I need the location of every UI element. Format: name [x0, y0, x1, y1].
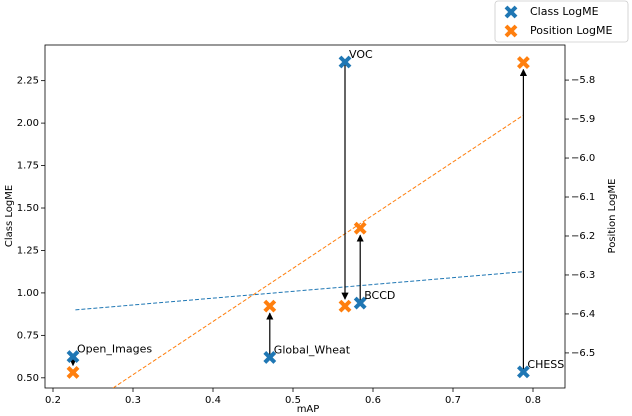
legend-box — [494, 0, 629, 43]
y2-axis-label: Position LogME — [607, 179, 618, 254]
x-tick-label: 0.6 — [365, 395, 381, 406]
annotation: BCCD — [364, 289, 395, 302]
y-tick-label: 1.00 — [17, 288, 39, 299]
point — [338, 55, 352, 69]
y2-tick-label: −5.9 — [571, 114, 595, 125]
annotation: CHESS — [527, 358, 564, 371]
y2-tick-label: −6.0 — [571, 153, 595, 164]
annotation: Global_Wheat — [274, 343, 351, 356]
y-tick-label: 1.75 — [17, 161, 39, 172]
y2-tick-label: −6.5 — [571, 348, 595, 359]
y-tick-label: 2.00 — [17, 118, 39, 129]
y-tick-label: 2.25 — [17, 76, 39, 87]
point — [353, 221, 367, 235]
point — [263, 351, 277, 364]
y2-tick-label: −6.2 — [571, 231, 595, 242]
y-tick-label: 1.25 — [17, 245, 39, 256]
y2-tick-label: −6.1 — [571, 192, 595, 203]
legend-label: Class LogME — [530, 5, 599, 18]
trend-line — [75, 271, 524, 311]
x-tick-label: 0.8 — [525, 395, 541, 406]
x-tick-label: 0.7 — [445, 395, 461, 406]
x-tick-label: 0.3 — [125, 395, 141, 406]
y2-tick-label: −6.3 — [571, 270, 595, 281]
y2-tick-label: −5.8 — [571, 75, 595, 86]
y2-tick-label: −6.4 — [571, 309, 595, 320]
x-tick-label: 0.2 — [45, 395, 61, 406]
legend-marker — [504, 5, 518, 19]
point — [353, 296, 367, 310]
x-tick-label: 0.5 — [285, 395, 301, 406]
y-tick-label: 0.50 — [17, 373, 39, 384]
trend-line — [112, 114, 524, 388]
y-tick-label: 0.75 — [17, 330, 39, 341]
point — [66, 365, 80, 379]
point — [338, 299, 352, 313]
annotation: VOC — [349, 48, 373, 61]
point — [516, 365, 530, 379]
y-axis-label: Class LogME — [4, 185, 15, 247]
point — [516, 56, 530, 69]
point — [66, 350, 80, 364]
x-tick-label: 0.4 — [205, 395, 221, 406]
plot-frame — [44, 44, 566, 389]
legend-marker — [504, 24, 518, 38]
x-axis-label: mAP — [297, 404, 320, 415]
point — [263, 299, 277, 313]
plot-area — [75, 114, 524, 388]
annotation: Open_Images — [77, 343, 152, 356]
y-tick-label: 1.50 — [17, 203, 39, 214]
legend-label: Position LogME — [530, 24, 612, 37]
